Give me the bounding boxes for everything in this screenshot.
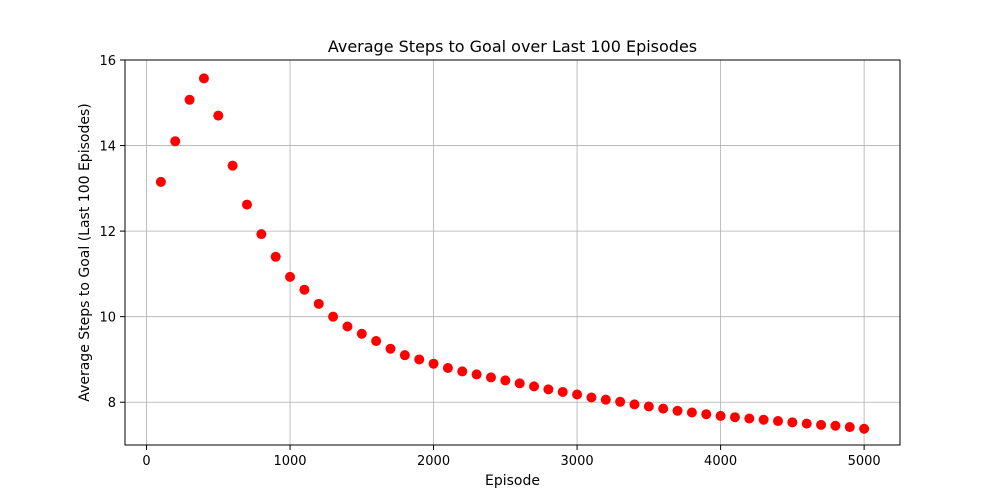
data-point bbox=[155, 176, 166, 187]
data-point bbox=[615, 396, 626, 407]
data-point bbox=[471, 369, 482, 380]
data-point bbox=[285, 271, 296, 282]
data-point bbox=[313, 298, 324, 309]
data-point bbox=[428, 358, 439, 369]
data-point bbox=[198, 73, 209, 84]
y-tick-label: 12 bbox=[99, 225, 116, 240]
data-point bbox=[830, 420, 841, 431]
x-tick-label: 0 bbox=[142, 454, 150, 469]
data-point bbox=[442, 363, 453, 373]
data-point bbox=[701, 409, 712, 420]
data-point bbox=[543, 384, 554, 395]
data-point bbox=[672, 405, 683, 416]
data-point bbox=[816, 419, 827, 430]
data-point bbox=[414, 354, 425, 365]
data-points bbox=[155, 73, 870, 434]
data-point bbox=[399, 350, 410, 361]
data-point bbox=[729, 412, 740, 423]
data-point bbox=[859, 423, 870, 434]
y-axis-label: Average Steps to Goal (Last 100 Episodes… bbox=[77, 103, 93, 401]
data-point bbox=[270, 251, 281, 262]
data-point bbox=[356, 328, 367, 339]
y-tick-label: 16 bbox=[99, 54, 116, 69]
x-tick-label: 4000 bbox=[704, 454, 737, 469]
data-point bbox=[299, 284, 310, 295]
data-point bbox=[227, 160, 238, 171]
data-point bbox=[629, 399, 640, 410]
x-tick-label: 5000 bbox=[848, 454, 881, 469]
data-point bbox=[787, 417, 798, 428]
data-point bbox=[385, 343, 396, 354]
data-point bbox=[328, 311, 339, 322]
y-tick-label: 14 bbox=[99, 140, 116, 155]
x-tick-label: 1000 bbox=[273, 454, 306, 469]
data-point bbox=[773, 416, 784, 427]
chart-title: Average Steps to Goal over Last 100 Epis… bbox=[328, 37, 697, 56]
data-point bbox=[256, 229, 267, 240]
data-point bbox=[485, 372, 496, 383]
data-point bbox=[658, 403, 669, 414]
axes: 0 1000 2000 3000 4000 5000 8 10 12 14 16 bbox=[99, 54, 880, 469]
data-point bbox=[600, 394, 611, 405]
x-tick-label: 3000 bbox=[561, 454, 594, 469]
data-point bbox=[844, 422, 855, 433]
data-point bbox=[184, 94, 195, 105]
x-axis-label: Episode bbox=[485, 473, 540, 489]
data-point bbox=[529, 381, 540, 392]
data-point bbox=[213, 110, 224, 121]
data-point bbox=[241, 199, 252, 210]
data-point bbox=[514, 378, 525, 389]
data-point bbox=[586, 392, 597, 403]
data-point bbox=[457, 366, 468, 377]
data-point bbox=[801, 418, 812, 429]
data-point bbox=[758, 414, 769, 425]
data-point bbox=[686, 407, 697, 418]
data-point bbox=[170, 136, 181, 147]
y-tick-label: 10 bbox=[99, 311, 116, 326]
data-point bbox=[500, 375, 511, 386]
data-point bbox=[572, 389, 583, 400]
data-point bbox=[557, 386, 568, 397]
data-point bbox=[715, 410, 726, 421]
y-tick-label: 8 bbox=[108, 396, 116, 411]
data-point bbox=[744, 413, 755, 424]
x-tick-label: 2000 bbox=[417, 454, 450, 469]
data-point bbox=[643, 401, 654, 412]
data-point bbox=[371, 336, 382, 347]
data-point bbox=[342, 321, 353, 332]
plot-frame bbox=[124, 59, 901, 446]
